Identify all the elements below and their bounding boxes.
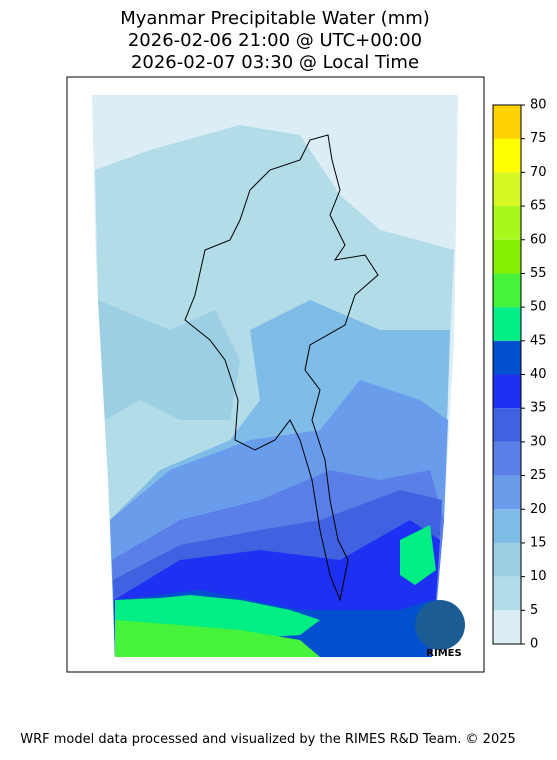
colorbar-band xyxy=(493,509,521,543)
colorbar-band xyxy=(493,441,521,476)
colorbar-tick-label: 45 xyxy=(530,333,547,348)
map-frame xyxy=(66,76,485,673)
title-line: Myanmar Precipitable Water (mm) xyxy=(120,8,430,29)
colorbar-tick-label: 15 xyxy=(530,535,547,550)
colorbar-tick-label: 60 xyxy=(530,232,547,247)
colorbar-tick-label: 75 xyxy=(530,131,547,146)
colorbar-tick-label: 10 xyxy=(530,569,547,584)
colorbar: 0 5 10 15 20 25 30 35 40 45 50 55 60 65 70 75 80 xyxy=(492,98,547,652)
colorbar-band xyxy=(493,576,521,611)
colorbar-tick-label: 25 xyxy=(530,468,547,483)
title-line: 2026-02-06 21:00 @ UTC+00:00 xyxy=(128,30,422,51)
country-outline xyxy=(184,134,379,602)
colorbar-band xyxy=(493,340,521,375)
colorbar-band xyxy=(493,206,521,240)
colorbar-band xyxy=(493,542,521,577)
colorbar-band xyxy=(493,307,521,341)
colorbar-tick-label: 30 xyxy=(530,434,547,449)
colorbar-band xyxy=(493,475,521,510)
colorbar-tick-label: 20 xyxy=(530,502,547,517)
colorbar-tick-label: 5 xyxy=(530,603,538,618)
colorbar-band xyxy=(493,374,521,409)
map-field xyxy=(92,95,458,657)
colorbar-tick-label: 80 xyxy=(530,98,547,113)
colorbar-band xyxy=(493,408,521,442)
colorbar-tick-label: 55 xyxy=(530,266,547,281)
colorbar-band xyxy=(493,610,521,644)
title-line: 2026-02-07 03:30 @ Local Time xyxy=(131,52,419,73)
colorbar-band xyxy=(493,105,521,139)
colorbar-tick-label: 0 xyxy=(530,637,538,652)
logo-text: RIMES xyxy=(426,648,461,659)
logo: RIMES xyxy=(415,600,465,659)
colorbar-tick-label: 70 xyxy=(530,165,547,180)
footer: WRF model data processed and visualized … xyxy=(20,732,516,747)
colorbar-band xyxy=(493,138,521,173)
colorbar-tick-label: 40 xyxy=(530,367,547,382)
colorbar-tick-label: 35 xyxy=(530,401,547,416)
colorbar-band xyxy=(493,172,521,207)
colorbar-tick-label: 65 xyxy=(530,199,547,214)
colorbar-band xyxy=(493,273,521,308)
colorbar-band xyxy=(493,239,521,274)
colorbar-tick-label: 50 xyxy=(530,300,547,315)
